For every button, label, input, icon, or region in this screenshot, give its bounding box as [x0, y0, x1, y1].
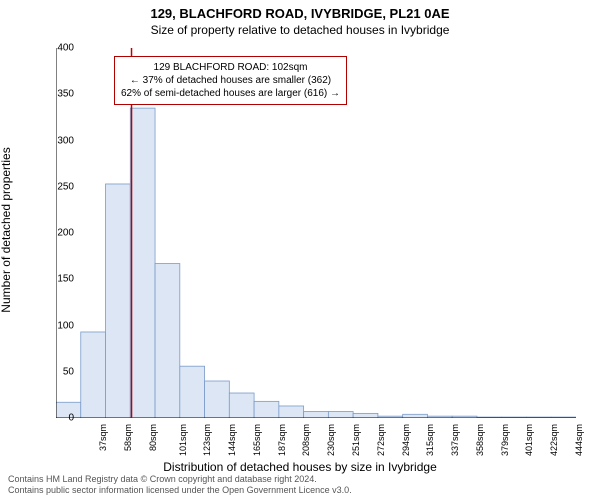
title-sub: Size of property relative to detached ho…	[0, 21, 600, 37]
y-tick-label: 300	[44, 135, 74, 146]
x-tick-label: 187sqm	[277, 424, 287, 456]
histogram-bar	[205, 381, 230, 418]
x-tick-label: 294sqm	[401, 424, 411, 456]
x-tick-label: 101sqm	[178, 424, 188, 456]
histogram-bar	[254, 401, 279, 418]
x-tick-label: 358sqm	[475, 424, 485, 456]
x-tick-label: 58sqm	[123, 424, 133, 451]
x-tick-label: 123sqm	[202, 424, 212, 456]
y-tick-label: 400	[44, 43, 74, 54]
x-tick-label: 337sqm	[450, 424, 460, 456]
histogram-bar	[403, 414, 428, 418]
callout-box: 129 BLACHFORD ROAD: 102sqm ← 37% of deta…	[114, 56, 347, 105]
x-tick-label: 272sqm	[376, 424, 386, 456]
histogram-bar	[353, 413, 378, 418]
footer-line: Contains public sector information licen…	[8, 485, 352, 496]
x-tick-label: 379sqm	[500, 424, 510, 456]
callout-line: 129 BLACHFORD ROAD: 102sqm	[121, 61, 340, 74]
histogram-bar	[180, 366, 205, 418]
footer-attribution: Contains HM Land Registry data © Crown c…	[8, 474, 352, 496]
y-tick-label: 200	[44, 228, 74, 239]
histogram-bar	[155, 264, 180, 418]
y-tick-label: 100	[44, 320, 74, 331]
title-main: 129, BLACHFORD ROAD, IVYBRIDGE, PL21 0AE	[0, 0, 600, 21]
x-tick-label: 230sqm	[326, 424, 336, 456]
y-tick-label: 350	[44, 89, 74, 100]
x-tick-label: 165sqm	[252, 424, 262, 456]
histogram-bar	[229, 393, 254, 418]
x-tick-label: 80sqm	[148, 424, 158, 451]
chart-area: 129 BLACHFORD ROAD: 102sqm ← 37% of deta…	[56, 48, 576, 418]
x-tick-label: 401sqm	[524, 424, 534, 456]
callout-line: ← 37% of detached houses are smaller (36…	[121, 74, 340, 87]
x-tick-label: 422sqm	[549, 424, 559, 456]
x-tick-label: 315sqm	[425, 424, 435, 456]
x-tick-label: 37sqm	[98, 424, 108, 451]
y-axis-label: Number of detached properties	[0, 147, 13, 312]
x-tick-label: 144sqm	[227, 424, 237, 456]
histogram-bar	[328, 412, 353, 418]
callout-line: 62% of semi-detached houses are larger (…	[121, 87, 340, 100]
x-tick-label: 208sqm	[302, 424, 312, 456]
y-tick-label: 250	[44, 181, 74, 192]
x-tick-label: 251sqm	[351, 424, 361, 456]
footer-line: Contains HM Land Registry data © Crown c…	[8, 474, 352, 485]
y-tick-label: 0	[44, 413, 74, 424]
histogram-bar	[279, 406, 304, 418]
histogram-bar	[81, 332, 106, 418]
histogram-bar	[130, 108, 155, 418]
x-tick-label: 444sqm	[574, 424, 584, 456]
y-tick-label: 150	[44, 274, 74, 285]
histogram-bar	[106, 184, 131, 418]
histogram-bar	[304, 412, 329, 418]
y-tick-label: 50	[44, 366, 74, 377]
x-axis-label: Distribution of detached houses by size …	[0, 460, 600, 474]
